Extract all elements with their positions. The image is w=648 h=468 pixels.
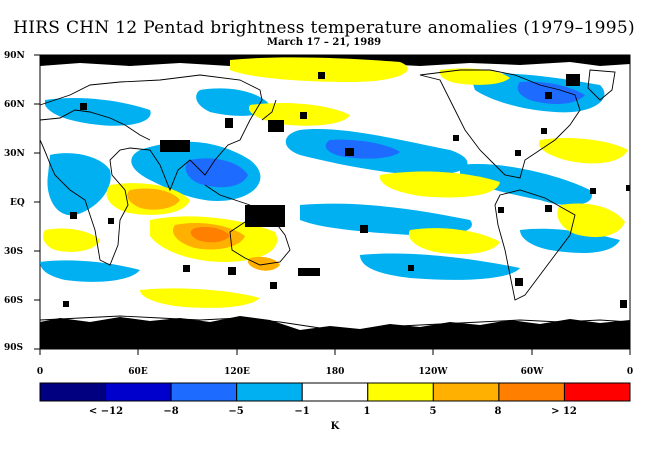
- colorbar-swatch: [170, 382, 238, 402]
- colorbar-label-minus-5: −5: [228, 406, 244, 417]
- map-title: HIRS CHN 12 Pentad brightness temperatur…: [13, 18, 635, 38]
- intense-warm-anomaly-region: [190, 226, 230, 243]
- lat-label-30n: 30N: [4, 149, 25, 159]
- colorbar-label-lt-12: < −12: [88, 406, 124, 417]
- colorbar-swatch: [498, 382, 565, 402]
- colorbar-label-gt-12: > 12: [551, 406, 577, 417]
- lat-label-60n: 60N: [4, 100, 25, 110]
- map-date: March 17 – 21, 1989: [266, 37, 382, 48]
- lon-label-0-east: 0: [626, 367, 634, 377]
- colorbar-swatch: [39, 382, 107, 402]
- colorbar-label-minus-8: −8: [163, 406, 179, 417]
- lon-label-120e: 120E: [224, 367, 250, 377]
- colorbar-units: K: [330, 421, 340, 432]
- lon-label-120w: 120W: [418, 367, 448, 377]
- lat-label-60s: 60S: [4, 296, 24, 306]
- colorbar-swatch: [301, 382, 369, 402]
- colorbar-label-minus-1: −1: [294, 406, 310, 417]
- colorbar-label-5: 5: [429, 406, 437, 417]
- lat-label-30s: 30S: [4, 247, 24, 257]
- colorbar-label-8: 8: [494, 406, 502, 417]
- colorbar-swatch: [367, 382, 434, 402]
- colorbar-label-1: 1: [363, 406, 371, 417]
- colorbar-swatch: [236, 382, 303, 402]
- lon-label-180: 180: [325, 367, 345, 377]
- missing-data-squares: [63, 72, 630, 308]
- warm-anomaly-regions: [43, 57, 628, 308]
- colorbar-swatch: [563, 382, 631, 402]
- south-missing-band: [40, 316, 630, 349]
- lon-label-0: 0: [36, 367, 44, 377]
- lat-label-90n: 90N: [4, 51, 25, 61]
- colorbar-swatch: [432, 382, 500, 402]
- colorbar-swatch: [105, 382, 172, 402]
- lat-label-eq: EQ: [10, 198, 25, 208]
- lat-label-90s: 90S: [4, 343, 24, 353]
- coastlines: [39, 69, 631, 331]
- axis-ticks: [34, 54, 631, 355]
- lon-label-60e: 60E: [128, 367, 148, 377]
- lon-label-60w: 60W: [520, 367, 544, 377]
